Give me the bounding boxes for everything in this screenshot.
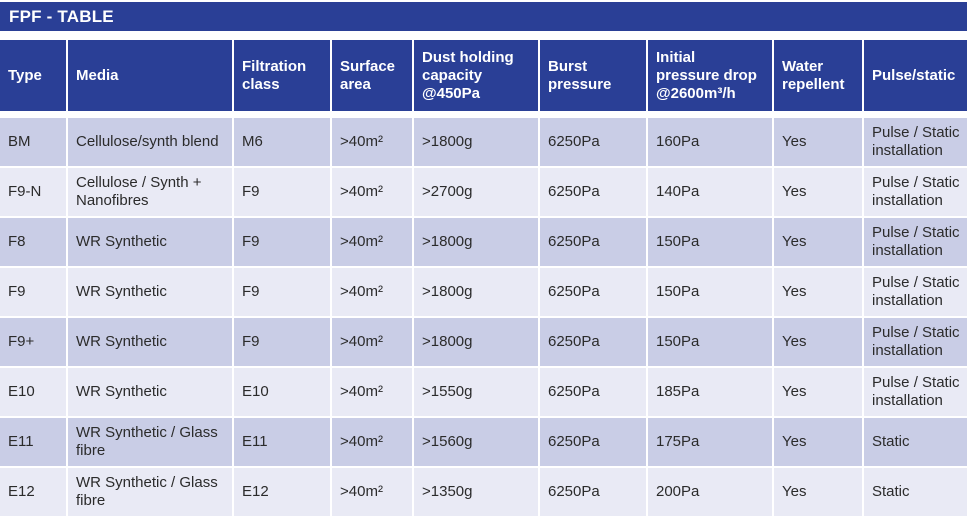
table-row: F8 WR Synthetic F9 >40m² >1800g 6250Pa 150Pa Ye… xyxy=(0,218,967,266)
cell-surface-area: >40m² xyxy=(332,368,412,416)
cell-burst-pressure: 6250Pa xyxy=(540,118,646,166)
cell-filtration-class: F9 xyxy=(234,168,330,216)
table-row: E10 WR Synthetic E10 >40m² >1550g 6250Pa 185Pa… xyxy=(0,368,967,416)
header-pulse-static: Pulse/static xyxy=(864,40,967,111)
header-row: Type Media Filtration class Surface area… xyxy=(0,40,967,111)
cell-burst-pressure: 6250Pa xyxy=(540,168,646,216)
table-row: E11 WR Synthetic / Glass fibre E11 >40m² >15… xyxy=(0,418,967,466)
header-filtration-class: Filtration class xyxy=(234,40,330,111)
cell-dust-holding-capacity: >2700g xyxy=(414,168,538,216)
cell-surface-area: >40m² xyxy=(332,118,412,166)
cell-pulse-static: Pulse / Static installation xyxy=(864,218,967,266)
header-water-repellent: Water repellent xyxy=(774,40,862,111)
cell-filtration-class: F9 xyxy=(234,318,330,366)
cell-initial-pressure-drop: 185Pa xyxy=(648,368,772,416)
cell-water-repellent: Yes xyxy=(774,318,862,366)
header-spacer xyxy=(0,113,967,116)
cell-dust-holding-capacity: >1800g xyxy=(414,318,538,366)
table-title: FPF - TABLE xyxy=(9,7,114,26)
cell-type: E10 xyxy=(0,368,66,416)
header-type: Type xyxy=(0,40,66,111)
cell-burst-pressure: 6250Pa xyxy=(540,368,646,416)
cell-media: WR Synthetic xyxy=(68,218,232,266)
cell-water-repellent: Yes xyxy=(774,368,862,416)
cell-surface-area: >40m² xyxy=(332,268,412,316)
cell-surface-area: >40m² xyxy=(332,468,412,516)
cell-water-repellent: Yes xyxy=(774,168,862,216)
cell-initial-pressure-drop: 150Pa xyxy=(648,268,772,316)
cell-dust-holding-capacity: >1800g xyxy=(414,118,538,166)
cell-type: F9-N xyxy=(0,168,66,216)
cell-filtration-class: E11 xyxy=(234,418,330,466)
cell-water-repellent: Yes xyxy=(774,218,862,266)
cell-surface-area: >40m² xyxy=(332,418,412,466)
cell-filtration-class: M6 xyxy=(234,118,330,166)
table-row: F9+ WR Synthetic F9 >40m² >1800g 6250Pa 150Pa Y… xyxy=(0,318,967,366)
cell-burst-pressure: 6250Pa xyxy=(540,218,646,266)
title-bar: FPF - TABLE xyxy=(0,2,967,31)
header-dust-holding-capacity: Dust holding capacity @450Pa xyxy=(414,40,538,111)
cell-initial-pressure-drop: 150Pa xyxy=(648,318,772,366)
table-row: E12 WR Synthetic / Glass fibre E12 >40m² >13… xyxy=(0,468,967,516)
cell-dust-holding-capacity: >1350g xyxy=(414,468,538,516)
cell-pulse-static: Static xyxy=(864,418,967,466)
cell-media: WR Synthetic xyxy=(68,368,232,416)
cell-dust-holding-capacity: >1560g xyxy=(414,418,538,466)
cell-type: F8 xyxy=(0,218,66,266)
cell-water-repellent: Yes xyxy=(774,418,862,466)
cell-dust-holding-capacity: >1800g xyxy=(414,218,538,266)
cell-initial-pressure-drop: 160Pa xyxy=(648,118,772,166)
cell-dust-holding-capacity: >1550g xyxy=(414,368,538,416)
cell-surface-area: >40m² xyxy=(332,218,412,266)
cell-filtration-class: E12 xyxy=(234,468,330,516)
cell-pulse-static: Pulse / Static installation xyxy=(864,268,967,316)
cell-burst-pressure: 6250Pa xyxy=(540,418,646,466)
cell-pulse-static: Pulse / Static installation xyxy=(864,368,967,416)
cell-dust-holding-capacity: >1800g xyxy=(414,268,538,316)
cell-burst-pressure: 6250Pa xyxy=(540,468,646,516)
cell-water-repellent: Yes xyxy=(774,468,862,516)
cell-pulse-static: Pulse / Static installation xyxy=(864,318,967,366)
fpf-table: Type Media Filtration class Surface area… xyxy=(0,38,967,518)
cell-water-repellent: Yes xyxy=(774,268,862,316)
cell-type: F9+ xyxy=(0,318,66,366)
cell-media: Cellulose / Synth + Nanofibres xyxy=(68,168,232,216)
cell-media: WR Synthetic / Glass fibre xyxy=(68,418,232,466)
cell-media: Cellulose/synth blend xyxy=(68,118,232,166)
cell-surface-area: >40m² xyxy=(332,168,412,216)
header-burst-pressure: Burst pressure xyxy=(540,40,646,111)
header-initial-pressure-drop: Initial pressure drop @2600m³/h xyxy=(648,40,772,111)
header-media: Media xyxy=(68,40,232,111)
cell-filtration-class: F9 xyxy=(234,268,330,316)
cell-pulse-static: Static xyxy=(864,468,967,516)
cell-filtration-class: E10 xyxy=(234,368,330,416)
table-row: F9-N Cellulose / Synth + Nanofibres F9 >40m… xyxy=(0,168,967,216)
cell-type: E11 xyxy=(0,418,66,466)
cell-initial-pressure-drop: 150Pa xyxy=(648,218,772,266)
table-body: BM Cellulose/synth blend M6 >40m² >1800g 6250… xyxy=(0,118,967,516)
cell-surface-area: >40m² xyxy=(332,318,412,366)
cell-filtration-class: F9 xyxy=(234,218,330,266)
cell-initial-pressure-drop: 200Pa xyxy=(648,468,772,516)
cell-type: BM xyxy=(0,118,66,166)
table-row: BM Cellulose/synth blend M6 >40m² >1800g 6250… xyxy=(0,118,967,166)
table-row: F9 WR Synthetic F9 >40m² >1800g 6250Pa 150Pa Ye… xyxy=(0,268,967,316)
cell-burst-pressure: 6250Pa xyxy=(540,318,646,366)
cell-burst-pressure: 6250Pa xyxy=(540,268,646,316)
cell-initial-pressure-drop: 175Pa xyxy=(648,418,772,466)
cell-media: WR Synthetic / Glass fibre xyxy=(68,468,232,516)
cell-pulse-static: Pulse / Static installation xyxy=(864,168,967,216)
cell-pulse-static: Pulse / Static installation xyxy=(864,118,967,166)
cell-water-repellent: Yes xyxy=(774,118,862,166)
cell-type: E12 xyxy=(0,468,66,516)
header-surface-area: Surface area xyxy=(332,40,412,111)
cell-type: F9 xyxy=(0,268,66,316)
cell-media: WR Synthetic xyxy=(68,268,232,316)
cell-media: WR Synthetic xyxy=(68,318,232,366)
cell-initial-pressure-drop: 140Pa xyxy=(648,168,772,216)
